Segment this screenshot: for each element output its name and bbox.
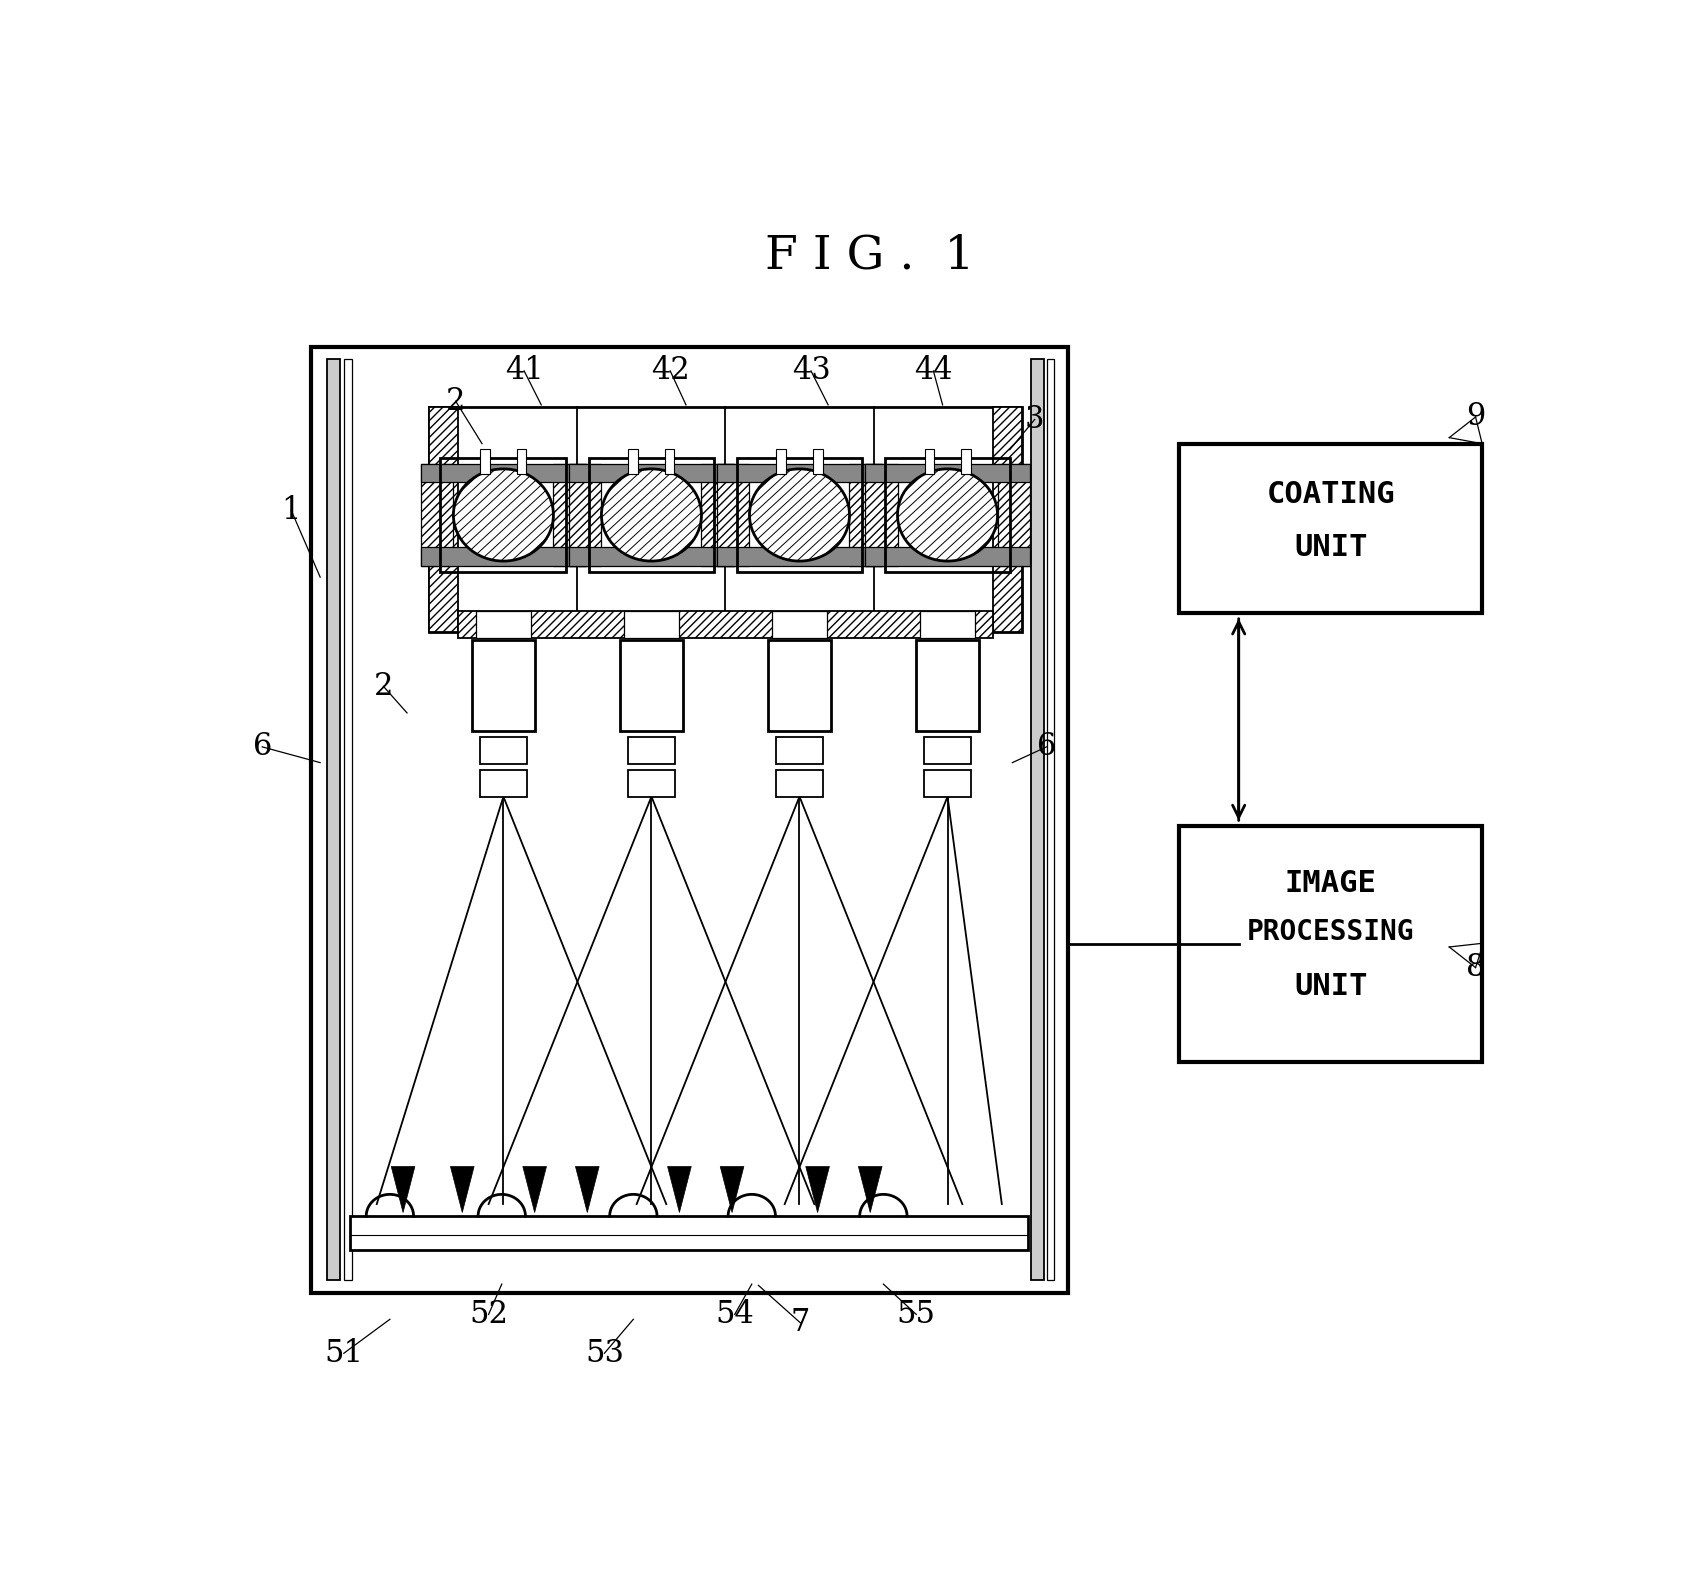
- Circle shape: [749, 469, 849, 561]
- Bar: [924, 449, 934, 474]
- Bar: [864, 465, 898, 565]
- Bar: [475, 611, 531, 638]
- Bar: [666, 449, 674, 474]
- Text: 1: 1: [282, 495, 301, 526]
- Bar: [481, 770, 526, 797]
- Polygon shape: [859, 1167, 881, 1213]
- Bar: [458, 611, 993, 638]
- Text: 3: 3: [1026, 403, 1044, 435]
- Bar: [737, 458, 863, 572]
- Text: IMAGE: IMAGE: [1285, 869, 1377, 898]
- Bar: [628, 770, 676, 797]
- Text: 2: 2: [447, 386, 465, 417]
- Bar: [864, 465, 1031, 482]
- Polygon shape: [720, 1167, 744, 1213]
- Text: 8: 8: [1465, 951, 1486, 983]
- Bar: [620, 639, 683, 731]
- Bar: [776, 737, 824, 764]
- Bar: [993, 408, 1022, 632]
- Bar: [924, 770, 971, 797]
- Bar: [767, 639, 830, 731]
- Text: 9: 9: [1465, 402, 1486, 433]
- Bar: [589, 458, 715, 572]
- Bar: [1031, 359, 1044, 1280]
- Text: 6: 6: [1037, 731, 1056, 762]
- Text: PROCESSING: PROCESSING: [1246, 918, 1414, 947]
- Bar: [481, 449, 489, 474]
- Bar: [717, 465, 881, 482]
- Text: COATING: COATING: [1267, 480, 1396, 509]
- Text: 52: 52: [469, 1299, 508, 1329]
- Text: 41: 41: [504, 356, 543, 386]
- Text: 54: 54: [715, 1299, 754, 1329]
- Text: 6: 6: [253, 731, 272, 762]
- Bar: [311, 346, 1068, 1293]
- Bar: [1180, 444, 1482, 613]
- Text: 53: 53: [584, 1337, 623, 1369]
- Bar: [518, 449, 526, 474]
- Bar: [776, 770, 824, 797]
- Bar: [569, 465, 734, 482]
- Text: 7: 7: [791, 1307, 810, 1339]
- Text: UNIT: UNIT: [1294, 534, 1367, 562]
- Text: 43: 43: [791, 356, 830, 386]
- Bar: [920, 611, 975, 638]
- Polygon shape: [576, 1167, 599, 1213]
- Bar: [569, 465, 601, 565]
- Bar: [1046, 359, 1054, 1280]
- Polygon shape: [450, 1167, 474, 1213]
- Bar: [701, 465, 734, 565]
- Bar: [773, 611, 827, 638]
- Bar: [343, 359, 351, 1280]
- Bar: [554, 465, 586, 565]
- Bar: [440, 458, 567, 572]
- Bar: [1180, 825, 1482, 1062]
- Text: 51: 51: [324, 1337, 363, 1369]
- Bar: [430, 408, 1022, 632]
- Bar: [472, 639, 535, 731]
- Text: F I G .  1: F I G . 1: [766, 233, 975, 279]
- Polygon shape: [523, 1167, 547, 1213]
- Bar: [997, 465, 1031, 565]
- Bar: [961, 449, 971, 474]
- Bar: [628, 737, 676, 764]
- Bar: [628, 449, 638, 474]
- Circle shape: [601, 469, 701, 561]
- Bar: [421, 465, 453, 565]
- Bar: [717, 548, 881, 565]
- Bar: [849, 465, 881, 565]
- Polygon shape: [667, 1167, 691, 1213]
- Bar: [924, 737, 971, 764]
- Bar: [569, 548, 734, 565]
- Text: 44: 44: [914, 356, 953, 386]
- Bar: [421, 548, 586, 565]
- Bar: [776, 449, 786, 474]
- Polygon shape: [807, 1167, 829, 1213]
- Bar: [623, 611, 679, 638]
- Text: 55: 55: [897, 1299, 936, 1329]
- Bar: [430, 408, 458, 632]
- Bar: [421, 465, 586, 482]
- Polygon shape: [391, 1167, 414, 1213]
- Circle shape: [453, 469, 554, 561]
- Text: UNIT: UNIT: [1294, 972, 1367, 1000]
- Bar: [864, 548, 1031, 565]
- Bar: [915, 639, 980, 731]
- Text: 42: 42: [650, 356, 689, 386]
- Bar: [481, 737, 526, 764]
- Circle shape: [898, 469, 997, 561]
- Bar: [885, 458, 1010, 572]
- Text: 2: 2: [374, 671, 392, 702]
- Bar: [813, 449, 822, 474]
- Bar: [326, 359, 340, 1280]
- Bar: [350, 1216, 1027, 1251]
- Bar: [717, 465, 749, 565]
